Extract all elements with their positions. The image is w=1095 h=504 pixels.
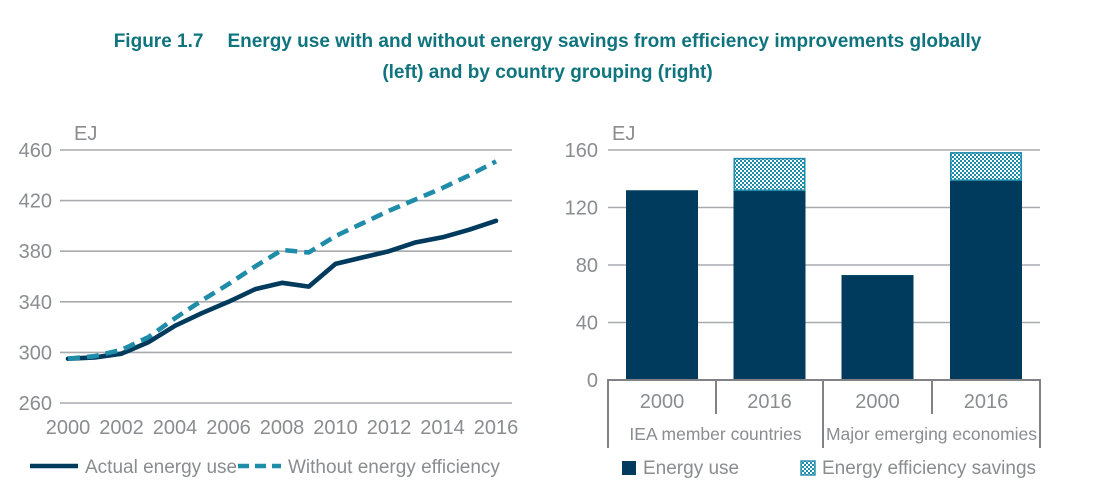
global-energy-use-line-chart: 460 420 380 340 300 260 EJ 2000 2002 2004 2006 2008…: [19, 123, 519, 478]
y-axis-tick-label: 160: [565, 140, 598, 162]
figure-number: Figure 1.7: [113, 31, 204, 52]
y-axis-tick-label: 300: [19, 342, 52, 364]
figure-title-line2: (left) and by country grouping (right): [382, 62, 713, 83]
energy-use-bar: [626, 190, 698, 380]
energy-use-bar: [733, 190, 806, 380]
without-energy-efficiency-line: [67, 159, 498, 362]
group-label-iea: IEA member countries: [629, 424, 801, 444]
x-axis-tick-label: 2012: [367, 417, 412, 439]
group-label-emerging: Major emerging economies: [826, 424, 1037, 444]
x-axis-tick-label: 2008: [260, 417, 305, 439]
y-axis-tick-label: 380: [19, 241, 52, 263]
figure-title-line1: Figure 1.7 Energy use with and without en…: [0, 26, 1095, 57]
y-axis-tick-label: 0: [587, 370, 598, 392]
y-axis-tick-label: 420: [19, 191, 52, 213]
legend-actual-energy-use-label: Actual energy use: [85, 457, 237, 478]
x-axis-tick-label: 2006: [206, 417, 251, 439]
actual-energy-use-line: [65, 218, 499, 362]
x-axis-tick-label: 2010: [313, 417, 358, 439]
y-axis-unit-label: EJ: [612, 123, 635, 145]
y-axis-tick-label: 340: [19, 292, 52, 314]
energy-use-bar: [841, 275, 914, 380]
legend-without-energy-efficiency-label: Without energy efficiency: [288, 457, 500, 478]
y-axis-tick-label: 120: [565, 198, 598, 220]
y-axis-tick-label: 80: [576, 255, 598, 277]
legend-energy-use-swatch: [622, 461, 636, 475]
legend-energy-use-label: Energy use: [643, 458, 739, 479]
y-axis-tick-label: 40: [576, 313, 598, 335]
x-axis-tick-label: 2002: [99, 417, 144, 439]
figure-title: Figure 1.7 Energy use with and without en…: [0, 26, 1095, 88]
bar-year-label: 2000: [640, 391, 685, 413]
y-axis-tick-label: 460: [19, 140, 52, 162]
bar-year-label: 2016: [964, 391, 1009, 413]
x-axis-tick-label: 2014: [420, 417, 465, 439]
y-axis-tick-label: 260: [19, 393, 52, 415]
country-grouping-bar-chart: 160 120 80 40 0 EJ 2000 2016 2000 2016 IEA member …: [565, 123, 1041, 479]
legend-savings-swatch: [800, 460, 816, 476]
efficiency-savings-bar: [733, 157, 806, 192]
figure-title-text: Energy use with and without energy savin…: [227, 31, 982, 52]
bar-year-label: 2016: [747, 391, 792, 413]
y-axis-unit-label: EJ: [74, 123, 97, 145]
efficiency-savings-bar: [949, 152, 1022, 181]
bar-year-label: 2000: [855, 391, 900, 413]
legend-savings-label: Energy efficiency savings: [822, 458, 1036, 479]
x-axis-tick-label: 2004: [153, 417, 198, 439]
x-axis-tick-label: 2000: [46, 417, 91, 439]
x-axis-tick-label: 2016: [474, 417, 519, 439]
energy-use-bar: [950, 180, 1022, 380]
